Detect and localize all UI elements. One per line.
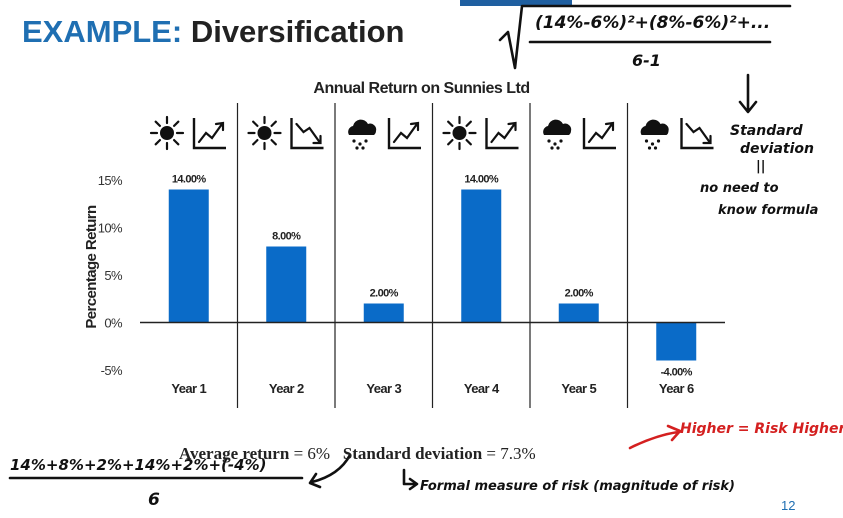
chart-title: Annual Return on Sunnies Ltd [313, 80, 530, 97]
data-label: 14.00% [464, 174, 499, 186]
higher-risk-note: Higher = Risk Higher [680, 421, 843, 437]
category-label: Year 1 [171, 381, 206, 396]
data-label: 14.00% [172, 174, 207, 186]
note-line-1: Standard [730, 123, 804, 139]
header-accent-bar [460, 0, 572, 6]
y-axis-label: Percentage Return [83, 205, 100, 329]
y-tick-label: -5% [101, 363, 123, 378]
sd-value: = 7.3% [486, 444, 536, 463]
bar [363, 303, 404, 323]
average-value: = 6% [293, 444, 331, 463]
sun-icon [149, 115, 185, 151]
bar [656, 322, 697, 361]
sqrt-sign-stroke [498, 4, 792, 70]
data-label: 8.00% [272, 231, 301, 243]
down-arrow-stroke [738, 73, 758, 114]
title-prefix: EXAMPLE: [22, 14, 183, 49]
title-main: Diversification [190, 14, 405, 49]
note-line-5: know formula [718, 203, 818, 218]
data-label: -4.00% [661, 367, 693, 379]
bar [558, 303, 599, 323]
average-label: Average return [179, 444, 290, 463]
data-label: 2.00% [565, 288, 594, 300]
note-line-4: no need to [700, 181, 779, 196]
category-label: Year 4 [464, 381, 500, 396]
note-line-3: || [756, 159, 766, 174]
page-title: EXAMPLE: Diversification [22, 14, 404, 50]
category-label: Year 3 [366, 381, 401, 396]
sun-icon [442, 115, 477, 151]
risk-hook-arrow [402, 468, 419, 491]
sun-icon [247, 115, 282, 151]
average-denominator: 6 [148, 490, 160, 510]
rain-cloud-icon [640, 119, 669, 150]
red-arrow-stroke [628, 424, 682, 450]
summary-line: Average return = 6% Standard deviation =… [179, 444, 536, 464]
category-label: Year 2 [269, 381, 304, 396]
y-tick-label: 15% [98, 173, 123, 188]
formula-numerator: (14%-6%)²+(8%-6%)²+... [535, 13, 770, 33]
bar [168, 189, 209, 323]
bar [266, 246, 307, 323]
sd-label: Standard deviation [342, 444, 483, 463]
trend-up-icon [582, 118, 616, 150]
data-label: 2.00% [370, 288, 399, 300]
y-tick-label: 0% [104, 316, 123, 331]
trend-up-icon [387, 118, 421, 150]
trend-up-icon [485, 118, 519, 150]
trend-down-icon [290, 118, 324, 150]
rain-cloud-icon [348, 119, 377, 150]
average-arrow-stroke [308, 453, 352, 489]
category-label: Year 5 [561, 381, 596, 396]
bar [461, 189, 502, 323]
trend-up-icon [192, 118, 226, 150]
trend-down-icon [680, 118, 714, 150]
rain-cloud-icon [543, 119, 572, 150]
y-tick-label: 5% [104, 268, 123, 283]
note-line-2: deviation [740, 141, 814, 157]
page-number: 12 [781, 498, 796, 513]
category-label: Year 6 [659, 381, 694, 396]
average-formula: 14%+8%+2%+14%+2%+(-4%) [10, 456, 266, 474]
risk-note: Formal measure of risk (magnitude of ris… [420, 479, 735, 494]
y-tick-label: 10% [98, 221, 123, 236]
formula-denominator: 6-1 [632, 51, 661, 70]
